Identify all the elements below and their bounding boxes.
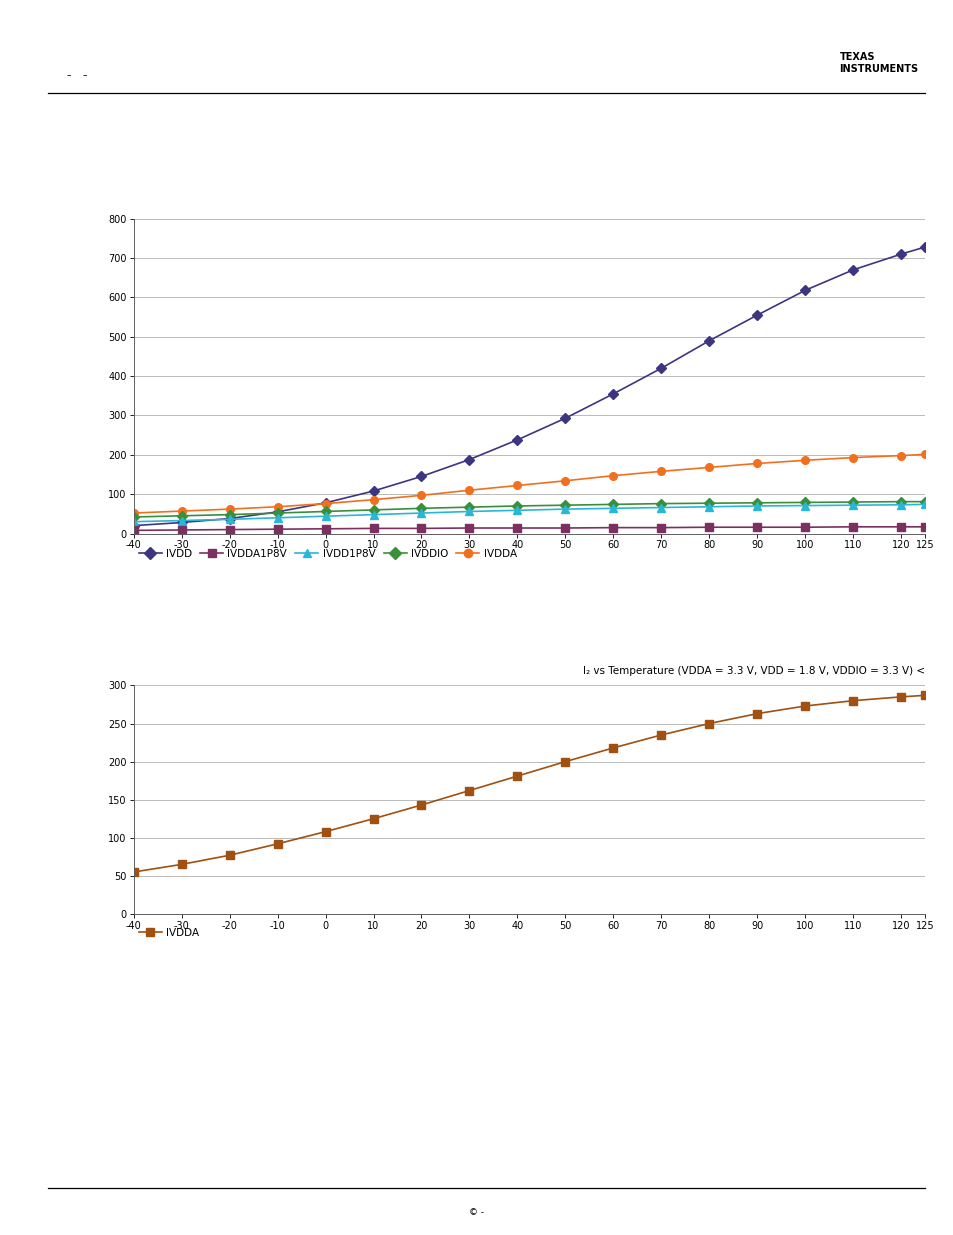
Text: 150-MHz CPU Clock, Enabled Peripherals, RAM Access <: 150-MHz CPU Clock, Enabled Peripherals, … [632, 720, 924, 730]
Text: –    –: – – [67, 72, 87, 80]
Text: © -: © - [469, 1208, 484, 1216]
Legend: IVDD, IVDDA1P8V, IVDD1P8V, IVDDIO, IVDDA: IVDD, IVDDA1P8V, IVDD1P8V, IVDDIO, IVDDA [138, 548, 517, 558]
Text: I₂ vs Temperature (VDDA = 3.3 V, VDD = 1.8 V, VDDIO = 3.3 V) <: I₂ vs Temperature (VDDA = 3.3 V, VDD = 1… [582, 666, 924, 676]
Legend: IVDDA: IVDDA [138, 927, 199, 937]
Text: TEXAS
INSTRUMENTS: TEXAS INSTRUMENTS [839, 52, 918, 74]
